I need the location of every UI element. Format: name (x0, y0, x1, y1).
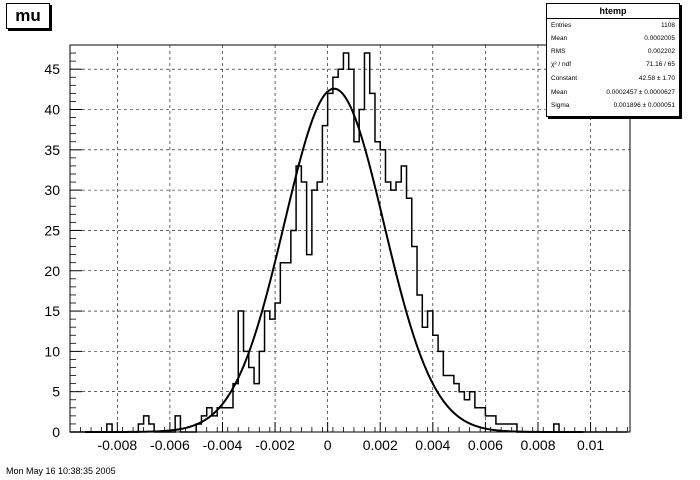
x-tick-label: -0.002 (255, 437, 295, 453)
stats-row-chi2: χ² / ndf 71.16 / 65 (551, 61, 675, 73)
grid-lines (70, 45, 630, 432)
stats-value: 71.16 / 65 (646, 61, 675, 68)
gaussian-fit-curve (84, 87, 584, 433)
stats-value: 0.002202 (647, 48, 675, 55)
stats-label: RMS (551, 48, 566, 55)
stats-row-constant: Constant 42.58 ± 1.70 (551, 75, 675, 87)
x-axis-ticks: -0.008 -0.006 -0.004 -0.002 0 0.002 0.004 0.006… (69, 422, 628, 453)
x-tick-label: 0.004 (415, 437, 450, 453)
y-tick-label: 0 (52, 424, 60, 440)
y-tick-label: 35 (44, 142, 60, 158)
x-tick-label: -0.008 (97, 437, 137, 453)
stats-row-fit-mean: Mean 0.0002457 ± 0.0000627 (551, 89, 675, 101)
x-tick-label: -0.006 (150, 437, 190, 453)
x-tick-label: 0.006 (468, 437, 503, 453)
y-tick-label: 20 (44, 263, 60, 279)
y-tick-label: 10 (44, 343, 60, 359)
stats-value: 0.001896 ± 0.000051 (613, 102, 675, 109)
stats-label: Constant (551, 75, 578, 82)
stats-label: Mean (551, 89, 568, 96)
stats-row-rms: RMS 0.002202 (551, 48, 675, 60)
x-tick-label: 0.002 (363, 437, 398, 453)
x-tick-label: 0.01 (577, 437, 604, 453)
timestamp-footer: Mon May 16 10:38:35 2005 (6, 466, 116, 476)
y-tick-label: 40 (44, 102, 60, 118)
stats-histogram-name: htemp (547, 4, 679, 19)
stats-row-mean: Mean 0.0002005 (551, 35, 675, 47)
y-tick-label: 25 (44, 222, 60, 238)
stats-label: χ² / ndf (551, 61, 572, 68)
stats-value: 42.58 ± 1.70 (638, 75, 675, 82)
y-tick-label: 30 (44, 182, 60, 198)
histogram-title: mu (6, 3, 50, 29)
y-axis-ticks: 0 5 10 15 20 25 30 35 40 45 (44, 44, 82, 440)
stats-value: 0.0002005 (644, 35, 675, 42)
stats-label: Entries (551, 22, 572, 29)
stats-row-entries: Entries 1108 (551, 22, 675, 34)
histogram-steps (70, 52, 628, 433)
stats-label: Mean (551, 35, 568, 42)
stats-value: 0.0002457 ± 0.0000627 (606, 89, 675, 96)
stats-value: 1108 (661, 22, 675, 29)
y-tick-label: 45 (44, 61, 60, 77)
stats-row-sigma: Sigma 0.001896 ± 0.000051 (551, 102, 675, 114)
x-tick-label: 0.008 (520, 437, 555, 453)
stats-label: Sigma (551, 102, 570, 109)
y-tick-label: 15 (44, 303, 60, 319)
x-tick-label: -0.004 (203, 437, 243, 453)
stats-box: htemp Entries 1108 Mean 0.0002005 RMS 0.… (546, 3, 680, 117)
y-tick-label: 5 (52, 384, 60, 400)
x-tick-label: 0 (324, 437, 332, 453)
